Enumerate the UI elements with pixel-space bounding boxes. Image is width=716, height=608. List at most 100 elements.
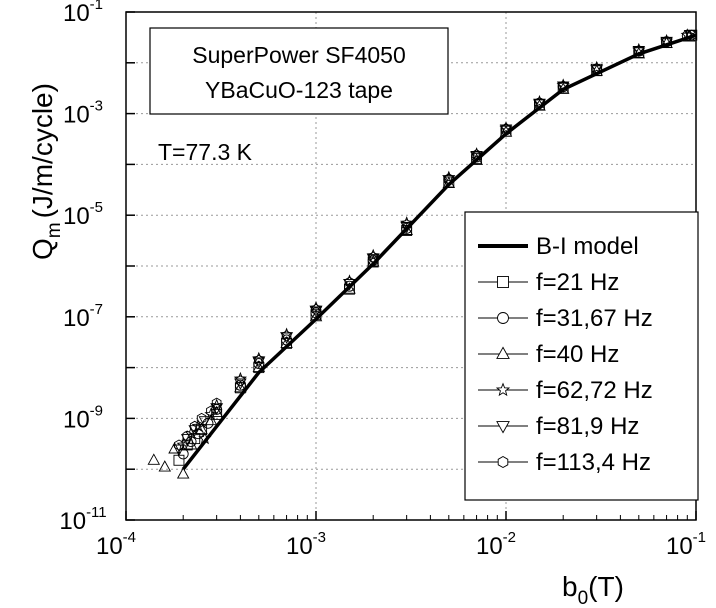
x-tick-exp: -2 (503, 529, 516, 546)
data-point (366, 248, 380, 262)
y-axis-title: Qm (J/m/cycle) (27, 83, 65, 260)
y-tick-exp: -9 (90, 402, 103, 419)
y-tick-exp: -3 (90, 98, 103, 115)
data-point (309, 300, 323, 314)
y-tick-label: 10-7 (63, 301, 103, 332)
legend-label: f=81,9 Hz (536, 413, 639, 440)
y-tick-exp: -5 (90, 199, 103, 216)
data-point (252, 351, 266, 365)
legend-marker (497, 312, 509, 324)
y-tick-exp: -1 (90, 0, 103, 13)
x-tick-label: 10-1 (666, 529, 706, 560)
y-tick-label: 10-3 (63, 98, 103, 129)
x-tick-exp: -4 (123, 529, 136, 546)
legend-marker (496, 346, 510, 359)
y-tick-label: 10-5 (63, 199, 103, 230)
x-tick-exp: -3 (313, 529, 326, 546)
y-tick-label: 10-9 (63, 402, 103, 433)
series-line (181, 33, 697, 471)
x-tick-label: 10-2 (476, 529, 516, 560)
legend-entry: f=40 Hz (478, 341, 619, 368)
data-point (309, 306, 323, 318)
y-tick-exp: -7 (90, 301, 103, 318)
legend-label: B-I model (536, 233, 639, 260)
y-tick-base: 10 (63, 203, 90, 230)
data-point (661, 36, 672, 48)
legend-marker (495, 382, 511, 397)
data-point (210, 405, 223, 418)
y-tick-label: 10-1 (63, 0, 103, 27)
legend-label: f=31,67 Hz (536, 305, 653, 332)
legend-marker (497, 276, 509, 288)
x-tick-exp: -1 (693, 529, 706, 546)
legend-label: f=40 Hz (536, 341, 619, 368)
data-point (279, 327, 294, 341)
y-tick-base: 10 (59, 508, 86, 535)
legend-entry: f=31,67 Hz (478, 305, 653, 332)
legend: B-I model f=21 Hz f=31,67 Hz f=40 Hz f=62,72… (464, 211, 699, 501)
x-tick-base: 10 (476, 533, 503, 560)
annotation-temperature: T=77.3 K (158, 139, 253, 165)
data-point (344, 280, 355, 292)
x-axis-title-unit: (T) (588, 571, 624, 602)
annotation-sample: SuperPower SF4050 (192, 42, 406, 68)
data-point (281, 330, 292, 342)
annotation-box: SuperPower SF4050 YBaCuO-123 tape (149, 27, 449, 115)
data-point (211, 408, 223, 420)
data-point (234, 380, 247, 393)
x-axis-title-sub: 0 (578, 588, 589, 608)
data-point (233, 371, 248, 385)
data-point (182, 430, 193, 442)
annotation-material: YBaCuO-123 tape (205, 77, 393, 103)
data-point (254, 354, 264, 366)
data-point (198, 416, 212, 428)
data-point (234, 379, 246, 391)
data-point (210, 403, 223, 415)
data-point (206, 405, 216, 417)
legend-label: f=21 Hz (536, 269, 619, 296)
data-point (400, 216, 414, 229)
legend-entry: f=113,4 Hz (478, 449, 651, 476)
x-tick-label: 10-4 (96, 529, 136, 560)
data-point (311, 303, 321, 315)
y-axis-title-main: Q (27, 238, 58, 260)
data-point (158, 460, 172, 472)
legend-entry: f=81,9 Hz (478, 413, 639, 440)
series-0 (181, 33, 697, 471)
y-tick-base: 10 (63, 102, 90, 129)
data-point (189, 420, 200, 432)
data-point (280, 332, 293, 344)
data-point (172, 444, 186, 456)
data-point (168, 442, 181, 454)
y-tick-exp: -11 (86, 504, 107, 521)
legend-entry: f=21 Hz (478, 269, 619, 296)
data-point (184, 426, 198, 440)
legend-entry: B-I model (478, 233, 639, 260)
data-point (174, 439, 184, 451)
y-axis-title-unit: (J/m/cycle) (27, 83, 58, 218)
data-point (235, 375, 246, 387)
data-point (188, 425, 201, 437)
data-point (252, 357, 266, 369)
data-point (401, 222, 413, 234)
data-point (196, 412, 207, 424)
data-point (176, 467, 190, 479)
x-tick-base: 10 (96, 533, 123, 560)
legend-marker (497, 455, 509, 469)
x-tick-label: 10-3 (286, 529, 326, 560)
data-point (211, 397, 222, 409)
legend-label: f=62,72 Hz (536, 377, 653, 404)
data-point (147, 453, 161, 465)
y-tick-label: 10-11 (59, 504, 106, 535)
data-point (590, 63, 603, 76)
legend-marker (496, 421, 510, 434)
x-tick-base: 10 (666, 533, 693, 560)
y-tick-base: 10 (63, 406, 90, 433)
legend-entry: f=62,72 Hz (478, 377, 653, 404)
x-tick-base: 10 (286, 533, 313, 560)
x-axis-title: b0(T) (562, 571, 624, 608)
x-axis-title-main: b (562, 571, 578, 602)
y-tick-base: 10 (63, 0, 90, 27)
y-tick-base: 10 (63, 305, 90, 332)
